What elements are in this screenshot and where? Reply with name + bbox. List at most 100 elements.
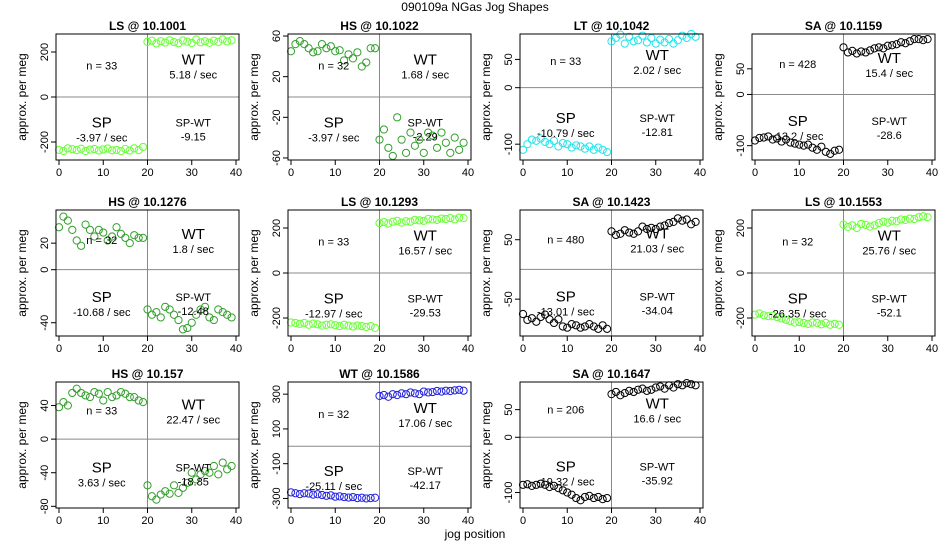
data-point — [108, 146, 117, 155]
data-point — [781, 315, 791, 324]
data-point — [682, 33, 691, 43]
panel-title: HS @ 10.1276 — [108, 195, 187, 209]
data-point — [218, 308, 227, 317]
data-point — [589, 493, 598, 503]
data-point — [428, 131, 437, 140]
data-point — [370, 44, 380, 53]
data-point — [808, 318, 817, 327]
data-point — [397, 218, 406, 227]
data-point — [834, 320, 844, 329]
data-point — [379, 125, 389, 134]
panel-11: SA @ 10.1647 n = 206 SP-19.32 / sec WT16.6 … — [479, 367, 706, 527]
spwt-label: SP-WT — [872, 116, 908, 128]
data-point — [169, 481, 179, 490]
data-point — [432, 215, 442, 224]
data-point — [419, 387, 428, 396]
data-point — [379, 390, 389, 400]
data-point — [152, 495, 161, 504]
data-point — [611, 230, 621, 240]
data-point — [196, 305, 205, 314]
y-axis-label: approx. per meg — [711, 53, 725, 140]
data-point — [518, 480, 528, 489]
data-point — [642, 386, 652, 395]
panel-5: HS @ 10.1276 n = 32 SP-10.68 / sec WT1.8 / … — [15, 195, 242, 355]
sp-rate: 3.63 / sec — [78, 478, 126, 490]
data-point — [300, 40, 309, 49]
data-point — [455, 213, 464, 222]
data-point — [576, 142, 585, 151]
data-point — [125, 239, 134, 248]
wt-label: WT — [414, 228, 437, 245]
data-point — [340, 56, 349, 65]
x-tick-label: 30 — [186, 167, 198, 179]
spwt-value: -2.29 — [413, 132, 438, 144]
data-point — [905, 214, 914, 223]
data-point — [865, 46, 875, 55]
data-point — [450, 133, 459, 142]
x-tick-label: 30 — [882, 167, 894, 179]
data-point — [218, 458, 227, 467]
data-point — [357, 493, 366, 502]
y-tick-label: 200 — [735, 219, 747, 237]
data-point — [883, 218, 892, 227]
spwt-label: SP-WT — [408, 118, 444, 130]
data-point — [156, 37, 165, 46]
data-point — [375, 391, 384, 401]
y-tick-label: 0 — [503, 85, 515, 91]
data-point — [896, 38, 906, 47]
panel-title: SA @ 10.1423 — [573, 195, 651, 209]
sp-label: SP — [92, 460, 112, 477]
data-point — [620, 226, 629, 235]
x-tick-label: 10 — [793, 343, 805, 355]
data-point — [331, 47, 340, 56]
data-point — [441, 214, 450, 224]
y-tick-label: -50 — [503, 291, 515, 307]
wt-label: WT — [878, 228, 901, 245]
data-point — [397, 389, 406, 398]
data-point — [545, 482, 554, 492]
y-tick-label: -100 — [503, 133, 515, 155]
x-tick-label: 20 — [373, 515, 385, 527]
x-tick-label: 10 — [97, 515, 109, 527]
data-point — [459, 386, 468, 395]
spwt-label: SP-WT — [640, 292, 676, 304]
data-point — [335, 322, 344, 331]
data-point — [103, 144, 112, 153]
data-point — [183, 323, 192, 333]
data-point — [200, 302, 210, 311]
x-tick-label: 30 — [650, 515, 662, 527]
y-axis-label: approx. per meg — [479, 53, 493, 140]
data-point — [523, 480, 532, 489]
data-point — [585, 491, 594, 500]
data-point — [563, 488, 572, 497]
data-point — [580, 322, 590, 331]
data-point — [85, 145, 95, 154]
data-point — [72, 236, 81, 245]
data-point — [567, 320, 576, 329]
data-point — [362, 494, 371, 503]
count-label: n = 428 — [779, 59, 816, 71]
data-point — [335, 46, 344, 55]
y-axis-label: approx. per meg — [15, 53, 29, 140]
spwt-label: SP-WT — [176, 118, 212, 130]
data-point — [304, 489, 313, 498]
x-tick-label: 0 — [520, 343, 526, 355]
data-point — [830, 146, 839, 155]
data-point — [874, 218, 884, 228]
data-point — [379, 218, 389, 227]
data-point — [870, 44, 879, 53]
data-point — [786, 138, 795, 147]
x-tick-label: 10 — [329, 343, 341, 355]
data-point — [642, 224, 652, 234]
panel-title: LS @ 10.1293 — [341, 195, 418, 209]
data-point — [348, 492, 358, 502]
x-tick-label: 0 — [56, 515, 62, 527]
data-point — [446, 214, 455, 223]
data-point — [375, 135, 384, 144]
y-axis-label: approx. per meg — [247, 401, 261, 488]
data-point — [625, 386, 634, 395]
wt-label: WT — [646, 226, 669, 243]
x-tick-label: 0 — [56, 343, 62, 355]
data-point — [786, 317, 795, 326]
